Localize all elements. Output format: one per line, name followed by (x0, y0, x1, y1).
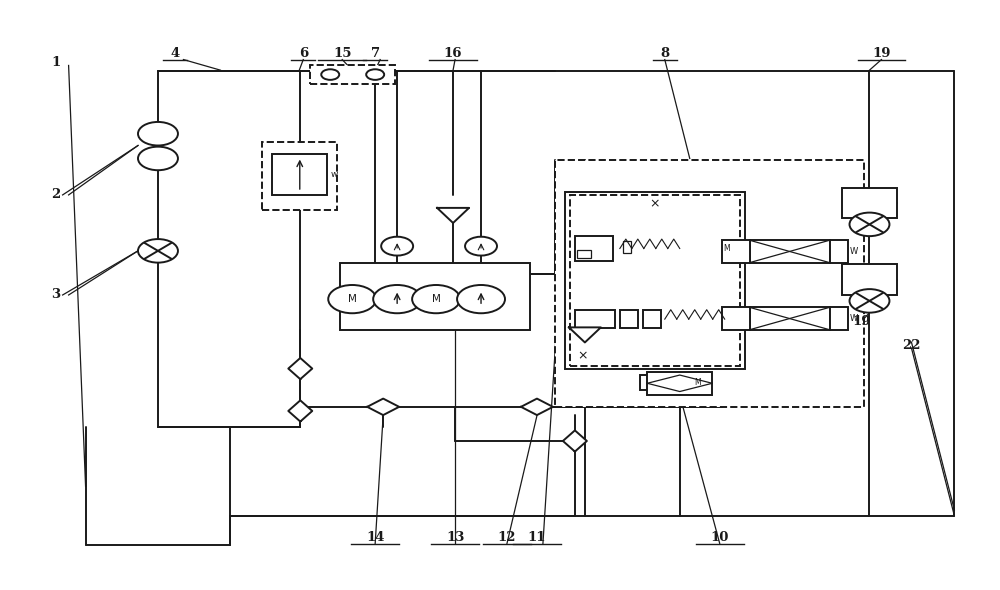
Text: 6: 6 (299, 47, 308, 60)
Text: ×: × (578, 349, 588, 362)
Polygon shape (521, 399, 553, 415)
Circle shape (328, 285, 376, 313)
Text: M: M (723, 244, 730, 253)
Text: M: M (432, 294, 441, 304)
Circle shape (465, 237, 497, 255)
Text: 3: 3 (51, 289, 60, 301)
Text: 7: 7 (371, 47, 380, 60)
Bar (842, 188, 897, 218)
Polygon shape (288, 358, 312, 379)
Text: 4: 4 (171, 47, 180, 60)
Bar (575, 310, 615, 328)
Bar (750, 307, 830, 330)
Polygon shape (367, 399, 399, 415)
Bar (842, 264, 897, 295)
Polygon shape (437, 208, 469, 223)
Circle shape (138, 147, 178, 170)
Bar (672, 375, 690, 391)
Text: M: M (695, 378, 701, 387)
Text: 19: 19 (852, 315, 871, 328)
Text: 8: 8 (660, 47, 669, 60)
Bar (620, 310, 638, 328)
Text: 2: 2 (51, 188, 60, 201)
Text: 14: 14 (366, 531, 384, 544)
Circle shape (850, 212, 889, 236)
Circle shape (321, 69, 339, 80)
Circle shape (366, 69, 384, 80)
Text: 10: 10 (711, 531, 729, 544)
Text: W: W (850, 247, 858, 256)
Bar (640, 375, 672, 391)
Text: 15: 15 (333, 47, 351, 60)
Bar (830, 240, 848, 263)
Polygon shape (288, 401, 312, 421)
Text: M: M (348, 294, 357, 304)
Text: ×: × (650, 197, 660, 210)
Bar (340, 263, 530, 330)
Bar (570, 195, 740, 366)
Circle shape (850, 289, 889, 313)
Bar (722, 240, 750, 263)
Text: w: w (330, 170, 338, 179)
Text: 16: 16 (444, 47, 462, 60)
Text: 1: 1 (51, 56, 60, 69)
Circle shape (373, 285, 421, 313)
Bar (623, 241, 631, 253)
Bar (555, 160, 864, 407)
Text: 13: 13 (446, 531, 464, 544)
Bar (262, 142, 337, 209)
Bar (643, 310, 661, 328)
Bar (725, 310, 737, 328)
Text: 11: 11 (528, 531, 546, 544)
Circle shape (138, 239, 178, 263)
Text: W: W (850, 314, 858, 323)
Bar (722, 307, 750, 330)
Circle shape (412, 285, 460, 313)
Bar (830, 307, 848, 330)
Circle shape (457, 285, 505, 313)
Bar (565, 192, 745, 369)
Bar (750, 240, 830, 263)
Bar (577, 250, 591, 258)
Circle shape (138, 122, 178, 146)
Polygon shape (563, 430, 587, 451)
Text: 12: 12 (498, 531, 516, 544)
Bar (272, 154, 327, 195)
Text: 22: 22 (902, 339, 921, 352)
Bar (575, 235, 613, 261)
Bar (310, 65, 395, 84)
Text: 19: 19 (872, 47, 891, 60)
Circle shape (381, 237, 413, 255)
Bar (647, 372, 712, 395)
Polygon shape (569, 327, 601, 342)
